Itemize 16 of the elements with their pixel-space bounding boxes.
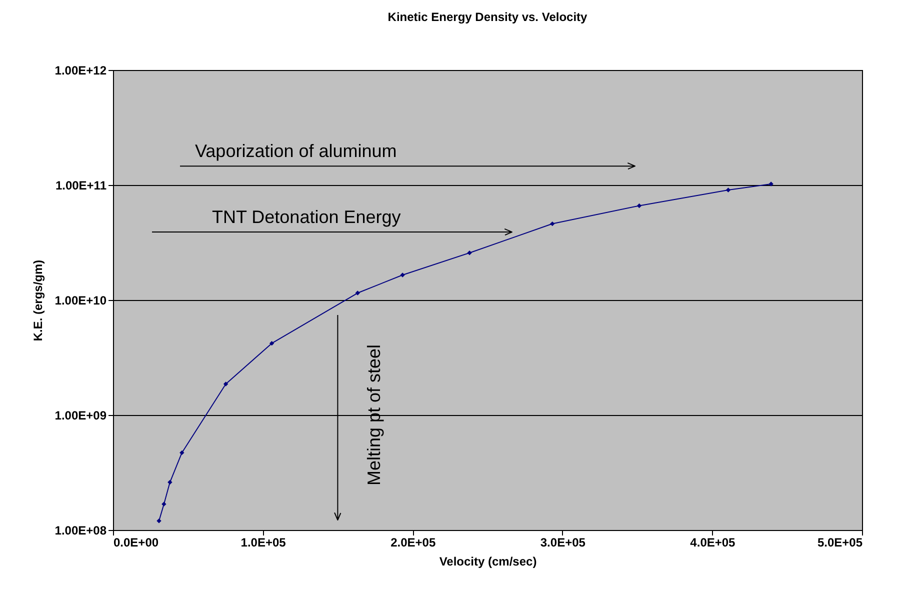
x-axis-title: Velocity (cm/sec) — [439, 554, 537, 568]
y-tick-label: 1.00E+12 — [54, 64, 107, 78]
x-tick-label: 5.0E+05 — [817, 536, 863, 550]
y-tick-label: 1.00E+09 — [54, 408, 107, 422]
y-tick-label: 1.00E+08 — [54, 524, 107, 538]
x-tick-label: 3.0E+05 — [540, 536, 586, 550]
x-tick-label: 0.0E+00 — [114, 536, 159, 550]
x-tick-label: 4.0E+05 — [690, 536, 736, 550]
y-tick-label: 1.00E+10 — [54, 294, 107, 308]
ref-line-label: TNT Detonation Energy — [212, 207, 401, 228]
ref-line-label: Vaporization of aluminum — [195, 141, 397, 162]
x-tick-label: 1.0E+05 — [240, 536, 286, 550]
x-tick-label: 2.0E+05 — [390, 536, 436, 550]
chart-title: Kinetic Energy Density vs. Velocity — [388, 10, 588, 24]
y-tick-label: 1.00E+11 — [55, 178, 107, 192]
y-axis-title: K.E. (ergs/gm) — [30, 260, 45, 342]
